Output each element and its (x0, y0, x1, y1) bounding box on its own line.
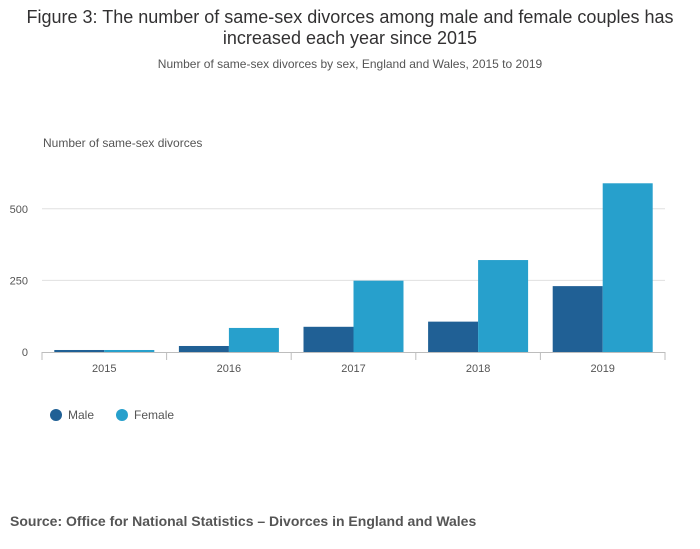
chart-title: Figure 3: The number of same-sex divorce… (26, 7, 674, 48)
bar-male-2019 (552, 286, 603, 352)
bar-female-2015 (104, 349, 155, 352)
bar-male-2017 (303, 326, 354, 352)
y-tick-label-0: 0 (22, 347, 28, 359)
legend-swatch-male (50, 409, 62, 421)
bar-male-2018 (428, 321, 479, 352)
legend-label-male: Male (68, 408, 95, 422)
y-tick-label-250: 250 (10, 275, 28, 287)
x-tick-label-2017: 2017 (341, 363, 365, 375)
source-note: Source: Office for National Statistics –… (10, 513, 477, 529)
legend-swatch-female (116, 409, 129, 421)
bar-female-2018 (478, 260, 529, 352)
legend: Male Female (50, 408, 174, 422)
bar-female-2017 (353, 280, 404, 352)
bar-male-2016 (178, 345, 229, 352)
bar-female-2016 (228, 327, 279, 352)
legend-item-female[interactable]: Female (116, 408, 174, 422)
x-tick-label-2015: 2015 (92, 363, 116, 375)
bar-chart: 0 250 500 2015 2016 2017 2018 2019 (10, 183, 666, 375)
bar-male-2015 (54, 349, 105, 352)
x-tick-label-2018: 2018 (466, 363, 490, 375)
legend-label-female: Female (134, 408, 175, 422)
legend-item-male[interactable]: Male (50, 408, 94, 422)
y-axis-label: Number of same-sex divorces (43, 136, 203, 150)
x-tick-label-2016: 2016 (217, 363, 241, 375)
chart-subtitle: Number of same-sex divorces by sex, Engl… (157, 57, 543, 71)
x-tick-label-2019: 2019 (590, 363, 614, 375)
bar-female-2019 (602, 183, 653, 352)
y-tick-label-500: 500 (10, 204, 28, 216)
